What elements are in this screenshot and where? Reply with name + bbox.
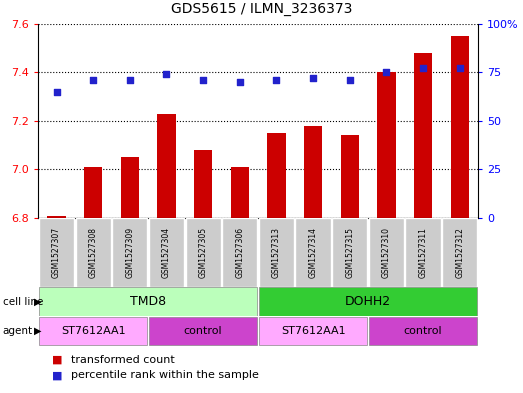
Bar (414, 53, 432, 218)
Text: GSM1527304: GSM1527304 (162, 227, 171, 278)
Bar (340, 136, 359, 218)
Text: agent: agent (3, 326, 33, 336)
Text: DOHH2: DOHH2 (345, 295, 391, 308)
Bar (377, 72, 395, 218)
Bar (121, 157, 139, 218)
Text: GSM1527305: GSM1527305 (199, 227, 208, 278)
Bar (186, 218, 221, 287)
Point (126, 77, 134, 83)
Bar (259, 317, 367, 345)
Bar (39, 317, 147, 345)
Bar (222, 218, 257, 287)
Bar (157, 114, 176, 218)
Bar (149, 218, 184, 287)
Text: cell line: cell line (3, 297, 43, 307)
Bar (332, 218, 367, 287)
Bar (48, 216, 66, 218)
Point (235, 79, 244, 85)
Point (199, 77, 207, 83)
Bar (84, 167, 103, 218)
Text: control: control (184, 326, 222, 336)
Point (272, 77, 281, 83)
Text: ■: ■ (52, 370, 63, 380)
Text: GSM1527308: GSM1527308 (89, 227, 98, 278)
Text: GSM1527312: GSM1527312 (455, 227, 464, 278)
Text: GSM1527310: GSM1527310 (382, 227, 391, 278)
Text: GSM1527314: GSM1527314 (309, 227, 317, 278)
Text: TMD8: TMD8 (130, 295, 166, 308)
Bar (75, 218, 111, 287)
Text: GSM1527311: GSM1527311 (418, 227, 427, 278)
Bar (231, 167, 249, 218)
Text: percentile rank within the sample: percentile rank within the sample (71, 370, 258, 380)
Bar (259, 218, 294, 287)
Text: ▶: ▶ (34, 326, 41, 336)
Point (162, 71, 170, 77)
Point (52, 88, 61, 95)
Point (346, 77, 354, 83)
Text: GSM1527309: GSM1527309 (126, 227, 134, 278)
Bar (259, 287, 477, 316)
Point (456, 65, 464, 72)
Point (89, 77, 97, 83)
Bar (112, 218, 147, 287)
Bar (194, 150, 212, 218)
Bar (304, 126, 322, 218)
Bar (405, 218, 441, 287)
Text: GSM1527307: GSM1527307 (52, 227, 61, 278)
Bar (295, 218, 331, 287)
Bar (369, 317, 477, 345)
Text: GSM1527313: GSM1527313 (272, 227, 281, 278)
Point (419, 65, 427, 72)
Text: control: control (404, 326, 442, 336)
Text: GDS5615 / ILMN_3236373: GDS5615 / ILMN_3236373 (171, 2, 352, 16)
Bar (149, 317, 257, 345)
Bar (369, 218, 404, 287)
Text: transformed count: transformed count (71, 354, 174, 365)
Text: ST7612AA1: ST7612AA1 (281, 326, 345, 336)
Point (382, 69, 391, 75)
Text: ▶: ▶ (34, 297, 41, 307)
Text: GSM1527315: GSM1527315 (345, 227, 354, 278)
Bar (450, 36, 469, 218)
Bar (39, 287, 257, 316)
Bar (442, 218, 477, 287)
Text: ■: ■ (52, 354, 63, 365)
Bar (267, 133, 286, 218)
Point (309, 75, 317, 81)
Text: GSM1527306: GSM1527306 (235, 227, 244, 278)
Bar (39, 218, 74, 287)
Text: ST7612AA1: ST7612AA1 (61, 326, 126, 336)
